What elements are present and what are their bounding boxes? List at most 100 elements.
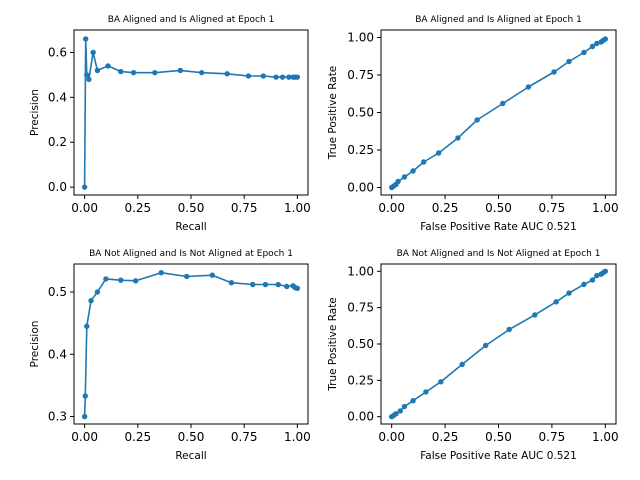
x-tick-label: 0.25 xyxy=(124,201,151,215)
data-point xyxy=(286,74,292,80)
x-tick-label: 0.25 xyxy=(432,201,459,215)
data-point xyxy=(589,277,596,283)
plot-frame xyxy=(73,263,309,425)
y-tick-label: 0.75 xyxy=(347,68,374,82)
data-point xyxy=(393,411,399,417)
data-point xyxy=(103,276,109,282)
y-tick-label: 0.50 xyxy=(347,106,374,120)
data-point xyxy=(118,277,124,283)
data-point xyxy=(158,270,164,276)
subplot-3: BA Not Aligned and Is Not Aligned at Epo… xyxy=(29,249,311,462)
data-point xyxy=(83,36,89,42)
y-axis-label: True Positive Rate xyxy=(327,297,339,392)
y-axis-label: Precision xyxy=(29,89,41,136)
y-axis-label: Precision xyxy=(29,321,41,368)
x-tick-label: 0.50 xyxy=(485,430,512,444)
data-point xyxy=(86,76,92,83)
data-point xyxy=(397,408,403,414)
x-tick-label: 0.00 xyxy=(71,430,98,444)
series-line xyxy=(83,38,298,188)
data-point xyxy=(395,178,401,185)
x-tick-label: 0.50 xyxy=(178,201,205,215)
x-tick-label: 0.50 xyxy=(485,201,512,215)
data-point xyxy=(273,74,279,80)
y-tick-label: 0.25 xyxy=(347,143,374,157)
data-point xyxy=(84,323,90,329)
y-tick-label: 0.3 xyxy=(48,410,67,424)
data-point xyxy=(423,389,429,395)
data-point xyxy=(82,393,88,399)
y-tick-label: 0.5 xyxy=(48,285,67,299)
x-tick-label: 1.00 xyxy=(592,201,619,215)
x-tick-label: 0.75 xyxy=(231,201,258,215)
x-tick-label: 0.75 xyxy=(539,201,566,215)
data-point xyxy=(438,379,444,385)
data-point xyxy=(602,268,609,274)
x-axis-label: Recall xyxy=(175,221,206,233)
data-point xyxy=(105,63,111,69)
subplot-2: BA Aligned and Is Aligned at Epoch 1 0.00… xyxy=(327,15,619,233)
y-tick-label: 0.75 xyxy=(347,301,374,315)
data-point xyxy=(88,298,94,304)
data-point xyxy=(284,283,290,290)
x-axis-label: Recall xyxy=(175,450,206,462)
data-point xyxy=(294,285,301,291)
x-tick-label: 1.00 xyxy=(284,430,311,444)
y-tick-label: 0.00 xyxy=(347,410,374,424)
y-tick-label: 0.00 xyxy=(347,181,374,195)
chart-title: BA Not Aligned and Is Not Aligned at Epo… xyxy=(89,249,293,259)
y-tick-label: 1.00 xyxy=(347,264,374,278)
data-point xyxy=(262,281,269,288)
data-point xyxy=(459,361,465,368)
data-point xyxy=(602,36,609,42)
data-point xyxy=(177,67,184,74)
data-point xyxy=(410,398,416,404)
x-axis-label: False Positive Rate AUC 0.521 xyxy=(420,450,577,462)
chart-title: BA Aligned and Is Aligned at Epoch 1 xyxy=(415,15,582,25)
data-point xyxy=(500,100,506,107)
x-tick-label: 0.25 xyxy=(124,430,151,444)
x-tick-label: 0.00 xyxy=(378,430,405,444)
data-point xyxy=(435,150,442,156)
data-point xyxy=(152,69,158,76)
data-point xyxy=(566,290,572,296)
data-point xyxy=(525,84,532,90)
y-tick-label: 0.6 xyxy=(48,45,67,59)
data-point xyxy=(551,69,557,75)
subplot-1: BA Aligned and Is Aligned at Epoch 1 0.00… xyxy=(29,15,311,233)
x-tick-label: 1.00 xyxy=(284,201,311,215)
y-tick-label: 0.4 xyxy=(48,90,67,104)
data-point xyxy=(482,342,489,349)
data-point xyxy=(275,281,281,288)
data-point xyxy=(118,68,124,75)
x-tick-label: 1.00 xyxy=(592,430,619,444)
data-point xyxy=(506,326,512,333)
data-point xyxy=(81,184,88,190)
y-tick-label: 0.4 xyxy=(48,347,67,361)
data-point xyxy=(260,73,267,79)
data-point xyxy=(401,403,408,410)
data-point xyxy=(198,69,205,76)
data-point xyxy=(245,73,252,79)
data-point xyxy=(581,49,587,56)
chart-title: BA Not Aligned and Is Not Aligned at Epo… xyxy=(397,249,601,259)
data-point xyxy=(532,312,538,318)
chart-title: BA Aligned and Is Aligned at Epoch 1 xyxy=(108,15,275,25)
data-point xyxy=(474,117,480,123)
x-tick-label: 0.00 xyxy=(71,201,98,215)
x-tick-label: 0.25 xyxy=(432,430,459,444)
data-point xyxy=(132,278,139,284)
data-point xyxy=(81,413,88,420)
y-tick-label: 0.2 xyxy=(48,135,67,149)
y-tick-label: 0.25 xyxy=(347,373,374,387)
series-line xyxy=(83,271,298,417)
data-point xyxy=(594,40,600,47)
data-point xyxy=(401,174,408,180)
data-point xyxy=(594,272,600,279)
data-point xyxy=(84,72,90,78)
x-tick-label: 0.75 xyxy=(231,430,258,444)
x-tick-label: 0.50 xyxy=(178,430,205,444)
data-point xyxy=(249,281,256,288)
y-axis-label: True Positive Rate xyxy=(327,66,339,161)
data-point xyxy=(184,273,190,280)
